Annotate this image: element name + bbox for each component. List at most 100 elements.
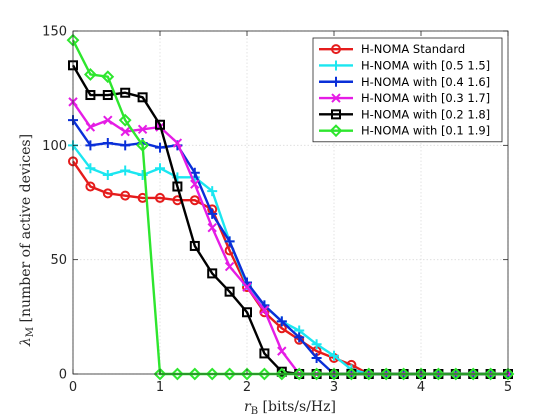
data-point (259, 305, 270, 315)
data-point (207, 222, 217, 233)
data-point (207, 186, 218, 197)
data-point (155, 119, 165, 130)
data-point (85, 90, 96, 101)
x-tick-label: 5 (504, 380, 512, 395)
data-point (189, 167, 200, 178)
legend-marker (329, 124, 343, 138)
data-point (118, 113, 132, 127)
legend-marker (331, 109, 341, 120)
data-point (327, 367, 341, 381)
data-point (484, 367, 498, 381)
data-point (207, 208, 218, 219)
data-point (259, 348, 270, 359)
data-point (153, 367, 167, 381)
data-point (257, 367, 271, 381)
data-point (170, 367, 184, 381)
data-point (242, 282, 252, 292)
data-point (344, 367, 358, 381)
data-point (85, 163, 96, 174)
legend-entry: H-NOMA with [0.2 1.8] (319, 107, 490, 121)
y-axis-label: λM [number of active devices] (18, 134, 36, 347)
y-tick-label: 100 (42, 139, 67, 154)
data-point (120, 87, 131, 98)
data-point (466, 367, 480, 381)
x-tick-label: 2 (243, 380, 251, 395)
data-point (189, 240, 200, 251)
data-point (294, 332, 305, 343)
legend-entry: H-NOMA with [0.4 1.6] (319, 75, 490, 89)
legend-box (312, 37, 503, 143)
legend-marker (331, 44, 341, 55)
data-point (329, 350, 339, 361)
data-point (224, 261, 235, 272)
y-tick-label: 0 (59, 368, 67, 383)
data-point (102, 138, 113, 149)
data-point (155, 163, 165, 174)
data-point (207, 268, 218, 279)
data-point (102, 170, 113, 181)
legend-entry: H-NOMA with [0.5 1.5] (319, 58, 490, 72)
data-point (501, 367, 515, 381)
data-point (190, 179, 200, 189)
legend-label: H-NOMA with [0.1 1.9] (361, 124, 490, 138)
data-point (102, 90, 113, 101)
x-tick-label: 4 (417, 380, 425, 395)
data-point (120, 140, 131, 151)
data-point (311, 352, 322, 363)
legend-marker (331, 76, 341, 87)
data-point (120, 126, 130, 137)
axes-box (72, 30, 509, 375)
data-point (275, 367, 289, 381)
data-point (85, 122, 96, 132)
data-point (85, 140, 96, 151)
data-point (431, 367, 445, 381)
y-tick-label: 150 (42, 25, 67, 40)
data-point (85, 181, 96, 192)
data-point (136, 138, 150, 152)
data-point (120, 165, 131, 176)
legend-label: H-NOMA with [0.5 1.5] (361, 58, 490, 72)
x-tick-label: 3 (330, 380, 338, 395)
data-point (310, 367, 324, 381)
data-point (155, 142, 165, 153)
data-point (449, 367, 463, 381)
y-tick-label: 50 (50, 253, 67, 268)
data-point (102, 188, 113, 199)
data-point (189, 195, 200, 206)
data-point (277, 346, 287, 356)
legend: H-NOMA Standard H-NOMA with [0.5 1.5] H-NO… (312, 37, 503, 143)
data-point (414, 367, 428, 381)
data-point (155, 192, 165, 203)
legend-entry: H-NOMA with [0.1 1.9] (319, 124, 490, 138)
data-point (224, 286, 235, 297)
data-point (311, 339, 322, 350)
legend-label: H-NOMA with [0.3 1.7] (361, 91, 490, 105)
axes (72, 30, 509, 375)
data-point (205, 367, 219, 381)
data-point (137, 92, 148, 103)
legend-entry: H-NOMA Standard (319, 42, 465, 56)
data-point (83, 68, 97, 81)
data-point (101, 70, 115, 84)
data-point (242, 307, 252, 318)
data-point (188, 367, 202, 381)
data-point (292, 367, 306, 381)
data-point (397, 367, 411, 381)
x-axis-label: rB [bits/s/Hz] (244, 399, 336, 417)
x-tick-label: 0 (69, 380, 77, 395)
legend-label: H-NOMA with [0.4 1.6] (361, 75, 490, 89)
legend-marker (331, 93, 341, 103)
legend-marker (331, 60, 341, 71)
data-point (224, 236, 235, 247)
data-point (240, 367, 254, 381)
data-point (172, 138, 183, 148)
data-point (172, 181, 183, 192)
x-tick-label: 1 (156, 380, 164, 395)
data-point (120, 190, 131, 201)
data-point (379, 367, 393, 381)
data-point (223, 367, 237, 381)
data-point (362, 367, 376, 381)
data-point (137, 124, 148, 135)
